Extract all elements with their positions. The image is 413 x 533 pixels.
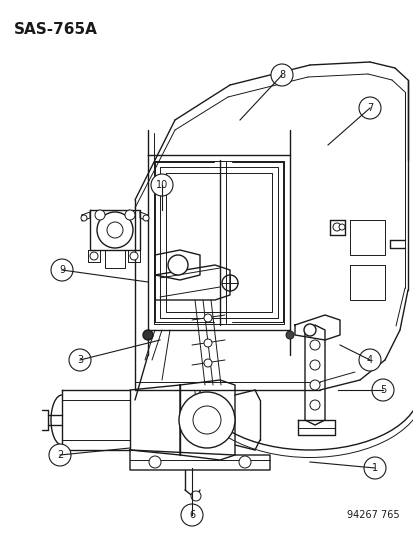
Circle shape [142,330,153,340]
Circle shape [107,222,123,238]
Text: 7: 7 [366,103,372,113]
Text: 2: 2 [57,450,63,460]
Text: 4: 4 [366,355,372,365]
Circle shape [332,223,340,231]
Text: 1: 1 [371,463,377,473]
Circle shape [49,444,71,466]
Circle shape [180,504,202,526]
Circle shape [309,360,319,370]
Text: 3: 3 [77,355,83,365]
Circle shape [190,491,201,501]
Circle shape [90,252,98,260]
Circle shape [309,340,319,350]
Circle shape [192,406,221,434]
Circle shape [168,255,188,275]
Circle shape [151,174,173,196]
Circle shape [285,331,293,339]
Circle shape [125,210,135,220]
Circle shape [178,392,235,448]
Circle shape [142,215,149,221]
Text: 6: 6 [188,510,195,520]
Text: 8: 8 [278,70,285,80]
Circle shape [309,380,319,390]
Text: SAS-765A: SAS-765A [14,22,97,37]
Circle shape [303,324,315,336]
Circle shape [149,456,161,468]
Circle shape [371,379,393,401]
Circle shape [338,224,344,230]
Circle shape [95,210,105,220]
Text: 9: 9 [59,265,65,275]
Text: 5: 5 [379,385,385,395]
Circle shape [358,349,380,371]
Circle shape [238,456,250,468]
Circle shape [309,400,319,410]
Circle shape [204,359,211,367]
Circle shape [204,314,211,322]
Circle shape [358,97,380,119]
Circle shape [130,252,138,260]
Text: 10: 10 [156,180,168,190]
Circle shape [363,457,385,479]
Circle shape [271,64,292,86]
Circle shape [97,212,133,248]
Circle shape [204,339,211,347]
Circle shape [81,215,87,221]
Text: 94267 765: 94267 765 [347,510,399,520]
Circle shape [51,259,73,281]
Circle shape [69,349,91,371]
